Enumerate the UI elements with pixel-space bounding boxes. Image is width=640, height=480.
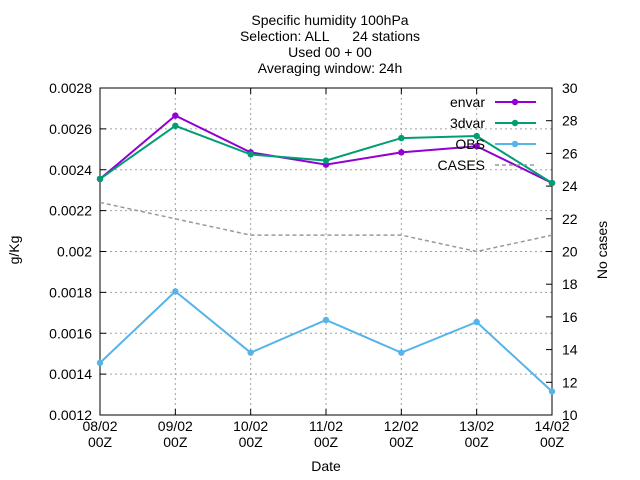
- x-tick-label-line: 11/02: [309, 418, 343, 434]
- y2-axis-label: No cases: [594, 221, 610, 279]
- x-tick-label-line: 00Z: [389, 434, 414, 450]
- data-point-3dvar: [322, 157, 330, 164]
- legend-label-envar: envar: [450, 94, 485, 110]
- title-line-3: Used 00 + 00: [288, 44, 372, 60]
- data-point-obs: [172, 288, 179, 295]
- y-tick-label: 0.0028: [49, 80, 92, 96]
- title-line-2: Selection: ALL 24 stations: [239, 28, 421, 44]
- legend-label-obs: OBS: [455, 136, 485, 152]
- data-point-envar: [473, 143, 480, 150]
- x-tick-label-line: 09/02: [158, 418, 193, 434]
- data-point-obs: [473, 318, 480, 326]
- data-point-3dvar: [398, 134, 405, 142]
- x-tick-label-line: 10/02: [233, 418, 268, 434]
- y2-tick-label: 16: [562, 309, 578, 325]
- y2-tick-label: 20: [562, 244, 578, 260]
- y-tick-label: 0.0024: [49, 162, 92, 178]
- series-line-obs: [99, 290, 553, 393]
- x-tick-label-line: 13/02: [459, 418, 494, 434]
- x-tick-label-line: 00Z: [314, 434, 339, 450]
- x-tick-label-line: 00Z: [465, 434, 490, 450]
- series-line-cases: [99, 201, 553, 253]
- x-tick-label-line: 00Z: [540, 434, 565, 450]
- x-tick-label: 12/02 00Z: [384, 418, 419, 450]
- x-tick-label: 09/02 00Z: [158, 418, 193, 450]
- legend-label-cases: CASES: [438, 157, 485, 173]
- y-tick-label: 0.0022: [49, 203, 92, 219]
- data-point-envar: [398, 149, 405, 156]
- data-point-obs: [96, 359, 104, 367]
- x-tick-label-line: 00Z: [239, 434, 264, 450]
- y-tick-label: 0.0014: [49, 366, 92, 382]
- y2-tick-label: 24: [562, 178, 578, 194]
- data-point-3dvar: [247, 151, 254, 158]
- x-tick-label: 10/02 00Z: [233, 418, 268, 450]
- axes: [99, 87, 553, 416]
- legend-marker-3dvar: [511, 119, 519, 127]
- x-tick-label: 13/02 00Z: [459, 418, 494, 450]
- y2-tick-label: 26: [562, 145, 578, 161]
- y-tick-label: 0.0026: [49, 121, 92, 137]
- data-point-envar: [172, 112, 179, 119]
- y-tick-label: 0.0018: [49, 284, 92, 300]
- data-point-obs: [398, 349, 405, 356]
- x-tick-label-line: 00Z: [163, 434, 188, 450]
- y2-tick-label: 14: [562, 342, 578, 358]
- data-point-obs: [548, 388, 556, 395]
- series-group: [96, 112, 556, 395]
- x-tick-label: 11/02 00Z: [309, 418, 343, 450]
- y2-tick-label: 12: [562, 374, 578, 390]
- title-line-4: Averaging window: 24h: [257, 60, 403, 76]
- legend-marker-obs: [511, 140, 519, 148]
- data-point-obs: [322, 316, 330, 324]
- data-point-3dvar: [473, 132, 480, 140]
- y2-tick-label: 22: [562, 211, 578, 227]
- x-tick-label-line: 12/02: [384, 418, 419, 434]
- legend: envar 3dvar OBS CASES: [438, 94, 536, 173]
- y2-tick-label: 30: [562, 80, 578, 96]
- x-tick-label: 08/02 00Z: [82, 418, 117, 450]
- tick-labels: 0.0012 0.0014 0.0016 0.0018 0.002 0.0022 0.002…: [49, 80, 578, 450]
- data-point-3dvar: [96, 175, 104, 183]
- legend-label-3dvar: 3dvar: [450, 115, 485, 131]
- title-line-1: Specific humidity 100hPa: [251, 12, 409, 28]
- y2-tick-label: 28: [562, 113, 578, 129]
- plot-frame: [99, 87, 553, 416]
- data-point-3dvar: [172, 122, 179, 130]
- y2-tick-label: 18: [562, 276, 578, 292]
- data-point-obs: [247, 349, 254, 356]
- x-tick-label: 14/02 00Z: [534, 418, 569, 450]
- x-tick-label-line: 00Z: [88, 434, 113, 450]
- x-axis-label: Date: [311, 458, 341, 474]
- y-axis-label: g/Kg: [6, 236, 22, 265]
- y2-tick-label: 10: [562, 407, 578, 423]
- legend-marker-envar: [511, 98, 519, 106]
- x-tick-label-line: 08/02: [82, 418, 117, 434]
- data-point-3dvar: [548, 179, 556, 187]
- x-tick-label-line: 14/02: [534, 418, 569, 434]
- y-tick-label: 0.0016: [49, 325, 92, 341]
- y-tick-label: 0.0012: [49, 407, 92, 423]
- y-tick-label: 0.002: [57, 244, 92, 260]
